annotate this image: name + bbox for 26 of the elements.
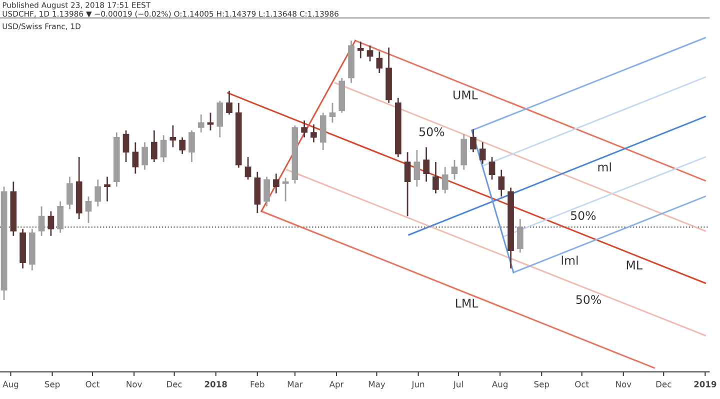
x-tick-label: Sep <box>44 381 60 389</box>
x-tick-label: Nov <box>126 381 142 388</box>
x-tick-label: Dec <box>656 381 672 388</box>
x-tick-label: Jul <box>453 380 463 389</box>
x-tick-label: Feb <box>250 380 264 388</box>
x-tick-label: Nov <box>616 381 632 388</box>
x-tick-label: Mar <box>288 381 303 388</box>
x-tick-label: Aug <box>492 381 508 389</box>
annotation: 50% <box>570 211 596 220</box>
x-tick-label: Sep <box>534 381 550 389</box>
x-tick-label: May <box>368 381 386 389</box>
annotation: lml <box>562 256 578 265</box>
x-tick-label: Oct <box>575 381 589 388</box>
x-tick-label: Dec <box>167 381 182 388</box>
annotation: 50% <box>576 295 602 304</box>
x-tick-label: Aug <box>2 381 18 389</box>
annotation: ml <box>598 162 611 172</box>
x-tick-label: Apr <box>329 381 344 389</box>
annotation: UML <box>454 90 478 100</box>
x-tick-label: 2019 <box>694 381 716 388</box>
x-tick-label: 2018 <box>204 381 227 388</box>
x-tick-label: Oct <box>86 381 100 388</box>
annotation: LML <box>456 298 478 308</box>
annotation: ML <box>626 260 642 270</box>
x-tick-label: Jun <box>411 381 424 389</box>
annotation: 50% <box>419 127 444 136</box>
